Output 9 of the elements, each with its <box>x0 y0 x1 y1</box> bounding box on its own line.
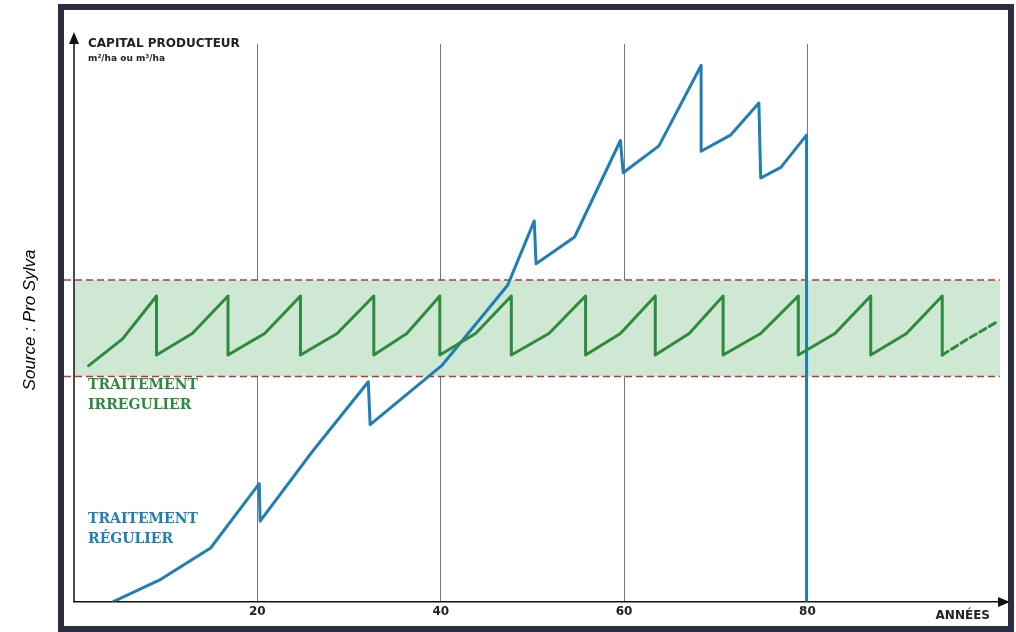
x-tick-label: 20 <box>249 603 266 618</box>
series-label: TRAITEMENT IRREGULIER <box>88 376 199 413</box>
x-tick-label: 80 <box>799 603 816 618</box>
x-axis-title: ANNÉES <box>935 606 990 622</box>
x-tick-label: 60 <box>615 603 633 618</box>
x-tick-label: 40 <box>432 603 450 618</box>
source-note: Source : Pro Sylva <box>20 249 40 391</box>
series-label: TRAITEMENT RÉGULIER <box>88 510 199 547</box>
y-axis-title: CAPITAL PRODUCTEUR m²/ha ou m³/ha <box>88 36 240 63</box>
